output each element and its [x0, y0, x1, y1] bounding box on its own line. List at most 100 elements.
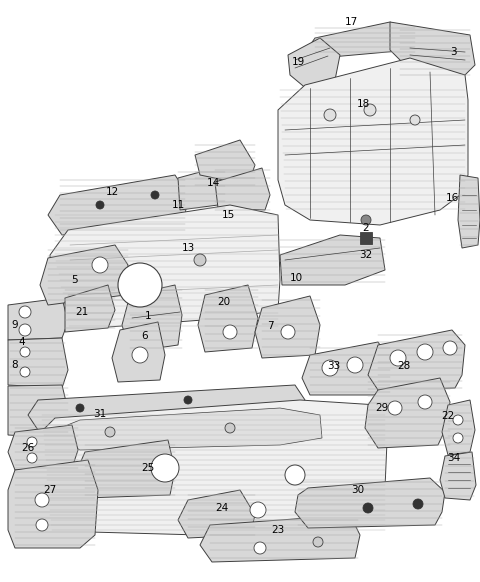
Circle shape	[388, 401, 402, 415]
Circle shape	[36, 519, 48, 531]
Polygon shape	[178, 490, 255, 538]
Circle shape	[390, 350, 406, 366]
Text: 27: 27	[43, 485, 57, 495]
Polygon shape	[365, 378, 450, 448]
Circle shape	[19, 306, 31, 318]
Text: 5: 5	[72, 275, 78, 285]
Text: 22: 22	[442, 411, 455, 421]
Circle shape	[281, 325, 295, 339]
Circle shape	[453, 415, 463, 425]
Circle shape	[410, 115, 420, 125]
Polygon shape	[255, 296, 320, 358]
Text: 12: 12	[106, 187, 119, 197]
Circle shape	[76, 404, 84, 412]
Polygon shape	[215, 168, 270, 210]
Polygon shape	[295, 478, 445, 528]
Text: 3: 3	[450, 47, 456, 57]
Text: 11: 11	[171, 200, 185, 210]
Polygon shape	[38, 400, 388, 535]
Circle shape	[184, 396, 192, 404]
Circle shape	[151, 454, 179, 482]
Polygon shape	[288, 38, 340, 90]
Text: 29: 29	[375, 403, 389, 413]
Polygon shape	[48, 175, 188, 235]
Circle shape	[96, 201, 104, 209]
Circle shape	[313, 537, 323, 547]
Circle shape	[225, 423, 235, 433]
Circle shape	[27, 453, 37, 463]
Polygon shape	[60, 408, 322, 450]
Text: 2: 2	[363, 223, 369, 233]
Circle shape	[27, 437, 37, 447]
Polygon shape	[75, 440, 175, 498]
Polygon shape	[8, 338, 68, 388]
Circle shape	[35, 493, 49, 507]
Text: 18: 18	[356, 99, 370, 109]
Polygon shape	[40, 245, 128, 305]
Circle shape	[413, 499, 423, 509]
FancyBboxPatch shape	[360, 232, 372, 244]
Polygon shape	[198, 285, 258, 352]
Text: 33: 33	[327, 361, 341, 371]
Text: 23: 23	[271, 525, 285, 535]
Polygon shape	[390, 22, 475, 78]
Polygon shape	[278, 58, 468, 225]
Polygon shape	[458, 175, 480, 248]
Circle shape	[417, 344, 433, 360]
Circle shape	[322, 360, 338, 376]
Text: 9: 9	[12, 320, 18, 330]
Text: 4: 4	[19, 337, 25, 347]
Circle shape	[453, 433, 463, 443]
Text: 17: 17	[344, 17, 358, 27]
Polygon shape	[368, 330, 465, 390]
Circle shape	[324, 109, 336, 121]
Circle shape	[364, 104, 376, 116]
Polygon shape	[8, 298, 68, 340]
Circle shape	[223, 325, 237, 339]
Circle shape	[443, 341, 457, 355]
Polygon shape	[112, 322, 165, 382]
Text: 16: 16	[445, 193, 458, 203]
Text: 30: 30	[351, 485, 365, 495]
Text: 24: 24	[216, 503, 228, 513]
Polygon shape	[440, 452, 476, 500]
Text: 34: 34	[447, 453, 461, 463]
Polygon shape	[122, 285, 182, 352]
Text: 28: 28	[397, 361, 410, 371]
Text: 19: 19	[291, 57, 305, 67]
Text: 32: 32	[360, 250, 372, 260]
Text: 21: 21	[75, 307, 89, 317]
Circle shape	[118, 263, 162, 307]
Circle shape	[194, 254, 206, 266]
Text: 1: 1	[144, 311, 151, 321]
Text: 20: 20	[217, 297, 230, 307]
Polygon shape	[308, 22, 415, 58]
Polygon shape	[8, 460, 98, 548]
Polygon shape	[280, 235, 385, 285]
Circle shape	[19, 324, 31, 336]
Circle shape	[20, 347, 30, 357]
Polygon shape	[178, 168, 225, 210]
Text: 10: 10	[289, 273, 302, 283]
Text: 8: 8	[12, 360, 18, 370]
Circle shape	[132, 347, 148, 363]
Text: 13: 13	[181, 243, 194, 253]
Text: 31: 31	[94, 409, 107, 419]
Polygon shape	[442, 400, 475, 455]
Text: 6: 6	[142, 331, 148, 341]
Circle shape	[92, 257, 108, 273]
Polygon shape	[50, 205, 280, 330]
Text: 7: 7	[267, 321, 273, 331]
Circle shape	[347, 357, 363, 373]
Polygon shape	[195, 140, 255, 185]
Circle shape	[285, 465, 305, 485]
Text: 15: 15	[221, 210, 235, 220]
Polygon shape	[8, 425, 78, 470]
Polygon shape	[8, 385, 70, 438]
Polygon shape	[65, 285, 115, 332]
Circle shape	[250, 502, 266, 518]
Polygon shape	[28, 385, 305, 430]
Polygon shape	[200, 515, 360, 562]
Text: 14: 14	[206, 178, 220, 188]
Circle shape	[105, 427, 115, 437]
